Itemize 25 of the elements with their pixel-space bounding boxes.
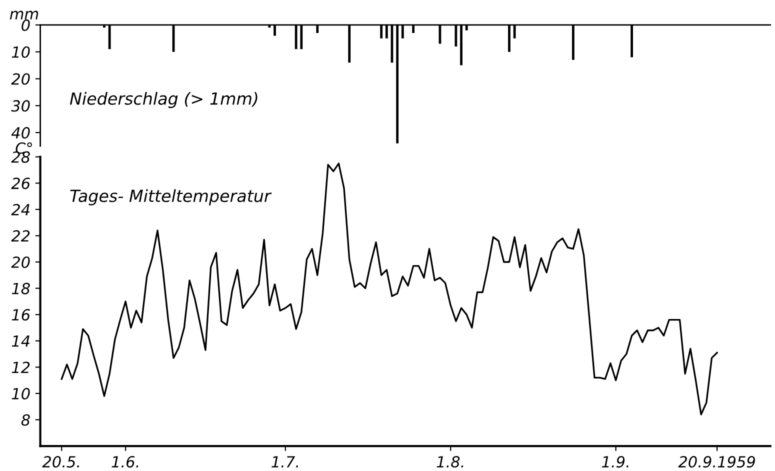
y-tick-label: 12 xyxy=(12,362,30,373)
y-tick-label: 20 xyxy=(11,73,30,85)
x-tick-label: 20.9.1959 xyxy=(678,456,755,468)
y-tick-label: 40 xyxy=(11,127,30,139)
y-tick-label: 0 xyxy=(22,19,30,31)
y-tick-label: 20 xyxy=(11,256,30,268)
x-tick-label: 1.9. xyxy=(602,456,628,468)
y-tick-label: 10 xyxy=(12,46,30,58)
y-tick-label: 30 xyxy=(11,100,30,112)
x-tick-label: 1.6. xyxy=(112,456,138,468)
y-tick-label: 22 xyxy=(11,230,30,242)
y-tick-label: 16 xyxy=(12,309,30,321)
y-axis-title: mm xyxy=(10,10,38,20)
y-tick-label: 14 xyxy=(12,336,30,347)
y-tick-label: 26 xyxy=(11,178,30,190)
y-tick-label: 18 xyxy=(12,282,30,294)
y-tick-label: 10 xyxy=(12,388,30,400)
x-tick-label: 1.8. xyxy=(436,456,464,468)
y-tick-label: 24 xyxy=(11,204,30,216)
x-tick-label: 20.5. xyxy=(42,456,80,468)
x-tick-label: 1.7. xyxy=(272,456,298,468)
annotation: Tages- Mitteltemperatur xyxy=(70,189,272,206)
line-series xyxy=(60,162,718,416)
y-tick-label: 8 xyxy=(21,414,30,426)
annotation: Niederschlag (> 1mm) xyxy=(70,92,258,108)
